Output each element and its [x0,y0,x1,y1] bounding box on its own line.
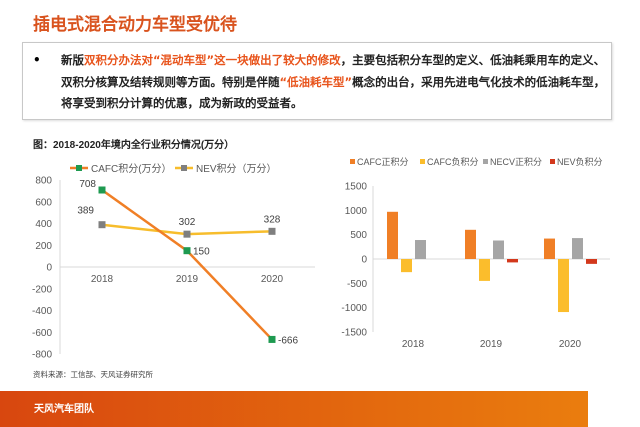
page-title: 插电式混合动力车型受优待 [33,15,237,35]
y-tick-label: 500 [350,230,367,241]
data-point [98,221,106,229]
x-tick-label: 2018 [402,339,425,350]
summary-text: 新版双积分办法对“混动车型”这一块做出了较大的修改，主要包括积分车型的定义、低油… [61,50,606,115]
data-label: 302 [179,217,196,228]
text: 概念的出台，采用先进电气化技术的低油耗车型，将享受到积分计算的优惠，成为新政的受… [61,74,606,111]
footer-bar: 天风汽车团队 [0,391,588,427]
bar [558,259,569,313]
data-point [268,335,276,343]
bar [572,238,583,259]
legend-marker [550,159,555,164]
bar [415,240,426,259]
x-tick-label: 2019 [176,274,199,285]
y-tick-label: 400 [35,219,52,230]
y-tick-label: -500 [347,279,367,290]
legend-label: CAFC积分(万分） [91,163,172,175]
y-tick-label: -800 [32,350,52,361]
y-tick-label: -400 [32,306,52,317]
bar [586,259,597,264]
summary-box: • 新版双积分办法对“混动车型”这一块做出了较大的修改，主要包括积分车型的定义、… [22,42,612,120]
legend-label: NEV负积分 [557,156,603,167]
data-point [268,227,276,235]
data-label: 708 [79,179,96,190]
y-tick-label: 800 [35,176,52,187]
legend-marker [483,159,488,164]
bullet-icon: • [33,53,41,67]
y-tick-label: 0 [361,255,367,266]
y-tick-label: -1000 [341,303,367,314]
y-tick-label: 1000 [345,206,368,217]
data-point [183,230,191,238]
y-tick-label: -1500 [341,328,367,339]
data-label: 150 [193,247,210,258]
legend-marker [350,159,355,164]
footer-team: 天风汽车团队 [34,404,94,415]
bar [493,240,504,259]
y-tick-label: 600 [35,197,52,208]
x-tick-label: 2019 [480,339,503,350]
bar [387,211,398,259]
text: ，主要包括积分车型的定义、低油耗乘用车的定义、双积分核算及结转规则等方面。特别是… [61,53,606,89]
y-tick-label: 200 [35,241,52,252]
legend-marker [181,165,187,171]
data-point [183,247,191,255]
legend-marker [76,165,82,171]
source-note: 资料来源：工信部、天风证券研究所 [33,369,153,379]
x-tick-label: 2020 [559,339,582,350]
chart-title: 图：2018-2020年境内全行业积分情况(万分） [33,138,234,151]
legend-label: CAFC正积分 [357,156,409,167]
x-tick-label: 2018 [91,274,114,285]
highlight-text: 双积分办法对“混动车型”这一块做出了较大的修改 [84,53,341,67]
bar-chart: 1500 1000 500 0 -500 -1000 -1500 2018 2019 2020 CA… [341,156,610,350]
legend-marker [420,159,425,164]
bar [507,259,518,263]
bar [401,259,412,273]
legend-label: NEV积分（万分） [196,163,277,175]
legend-label: CAFC负积分 [427,156,479,167]
y-tick-label: -600 [32,328,52,339]
data-label: 389 [77,206,94,217]
data-label: 328 [264,214,281,225]
y-tick-label: 1500 [345,182,368,193]
series-line [101,188,273,341]
x-tick-label: 2020 [261,274,284,285]
y-tick-label: -200 [32,284,52,295]
bar [544,238,555,259]
legend-label: NECV正积分 [490,156,542,167]
highlight-text: “低油耗车型” [279,74,353,89]
line-chart: 图：2018-2020年境内全行业积分情况(万分） 800 600 400 200 0 -2… [32,138,315,379]
text: 新版 [61,53,84,67]
bar [479,259,490,281]
y-tick-label: 0 [46,263,52,274]
data-point [98,186,106,194]
data-label: -666 [278,335,298,346]
bar [465,229,476,259]
